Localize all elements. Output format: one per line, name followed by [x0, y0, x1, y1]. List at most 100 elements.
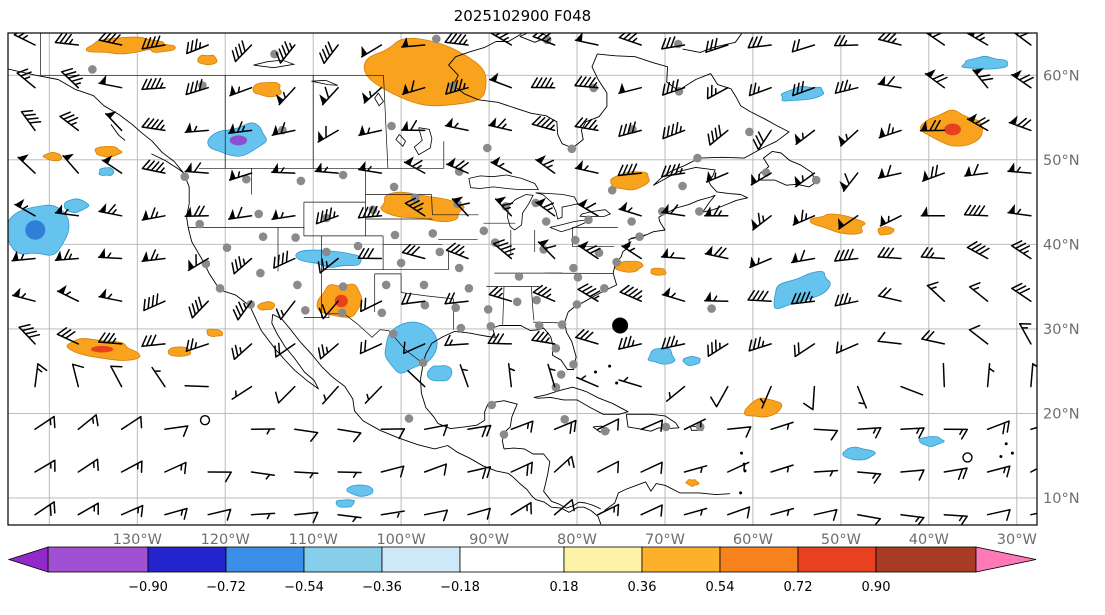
colorbar: −0.90 −0.72 −0.54 −0.36 −0.18 0.18 0.36 0.54 0.7… — [7, 546, 1037, 595]
lake-outline — [311, 79, 338, 86]
station-dot — [404, 414, 414, 423]
station-dot — [419, 280, 429, 290]
station-dot — [539, 245, 548, 254]
station-dot — [215, 284, 225, 293]
station-dot — [573, 273, 583, 282]
station-dot — [600, 284, 609, 293]
lake-outline — [395, 134, 406, 147]
lake-outline — [535, 192, 579, 220]
lake-outline — [549, 219, 588, 233]
state-border — [530, 286, 535, 321]
special-markers — [199, 317, 973, 463]
station-dot — [337, 308, 347, 318]
lat-tick-label: 30°N — [1043, 322, 1080, 338]
station-dot — [222, 243, 232, 252]
positive-region — [877, 226, 895, 236]
coastline — [110, 124, 126, 141]
station-dot — [635, 232, 644, 241]
calm-circle — [199, 415, 211, 426]
negative-region — [426, 365, 453, 382]
negative-region — [773, 271, 831, 309]
negative-region — [682, 356, 701, 366]
station-dot — [254, 209, 263, 219]
lat-tick-label: 20°N — [1043, 406, 1080, 422]
station-dot — [456, 323, 466, 333]
calm-circle — [962, 452, 973, 463]
lake-outline — [253, 59, 296, 69]
station-dot — [301, 306, 310, 315]
lake-outline — [468, 174, 540, 190]
lake-outline — [413, 127, 433, 156]
station-dot — [435, 247, 445, 257]
station-dot — [600, 426, 610, 436]
lon-tick-label: 130°W — [113, 532, 162, 548]
station-dot — [454, 167, 464, 176]
station-dot — [377, 308, 387, 318]
graticule-gridlines — [8, 33, 1037, 525]
colorbar-segment — [381, 546, 461, 573]
station-dot — [270, 49, 279, 59]
figure-title: 2025102900 F048 — [453, 7, 592, 25]
station-dot — [556, 370, 566, 379]
station-dot — [396, 258, 406, 268]
colorbar-tick-label: −0.18 — [440, 580, 480, 595]
colorbar-segment — [641, 546, 721, 573]
positive-region — [744, 397, 783, 418]
station-dot — [745, 127, 754, 137]
station-dot — [571, 235, 580, 245]
colorbar-segment — [147, 546, 227, 573]
station-dot — [557, 320, 567, 329]
lake-outline — [579, 209, 612, 217]
lon-tick-label: 40°W — [909, 532, 949, 548]
lat-tick-label: 10°N — [1043, 491, 1080, 507]
region-core — [91, 345, 114, 353]
colorbar-segment — [875, 546, 977, 573]
colorbar-over-arrow — [975, 546, 1037, 573]
station-dot — [534, 321, 544, 330]
positive-region — [206, 328, 224, 337]
station-dot — [551, 382, 561, 392]
negative-region — [647, 347, 676, 365]
station-dot — [567, 144, 577, 154]
station-dot — [512, 297, 522, 307]
coastline — [8, 68, 602, 525]
station-dot — [627, 217, 636, 226]
station-dot — [569, 360, 578, 369]
station-dot — [338, 170, 348, 180]
positive-region — [94, 145, 123, 158]
station-dot — [607, 185, 617, 195]
station-dot — [483, 305, 493, 314]
station-dot — [381, 280, 391, 290]
state-border — [431, 194, 433, 215]
islet — [608, 364, 612, 368]
positive-region — [685, 479, 700, 487]
positive-region — [650, 267, 667, 276]
region-core — [944, 123, 961, 136]
map-frame — [7, 32, 1038, 526]
lon-tick-label: 60°W — [733, 532, 773, 548]
colorbar-tick-label: 0.36 — [628, 580, 657, 595]
islet — [740, 451, 743, 455]
colorbar-segment — [225, 546, 305, 573]
coastline — [682, 33, 742, 53]
islet — [999, 455, 1003, 458]
islet — [615, 381, 619, 385]
lon-tick-label: 70°W — [645, 532, 685, 548]
station-dot — [811, 175, 821, 185]
positive-region — [380, 191, 465, 223]
wind-barbs — [11, 33, 1037, 525]
station-dot — [195, 219, 204, 229]
station-dot — [388, 329, 398, 339]
lon-tick-label: 80°W — [557, 532, 597, 548]
station-dot — [707, 304, 716, 313]
lake-outline — [507, 194, 534, 231]
positive-region — [614, 260, 644, 273]
station-dot — [256, 268, 265, 278]
station-dot — [464, 284, 474, 293]
station-dot — [487, 400, 497, 410]
positive-region — [197, 54, 218, 66]
colorbar-tick-label: 0.72 — [784, 580, 813, 595]
colorbar-tick-label: 0.18 — [550, 580, 579, 595]
lon-tick-label: 120°W — [201, 532, 250, 548]
station-dot — [584, 215, 593, 225]
